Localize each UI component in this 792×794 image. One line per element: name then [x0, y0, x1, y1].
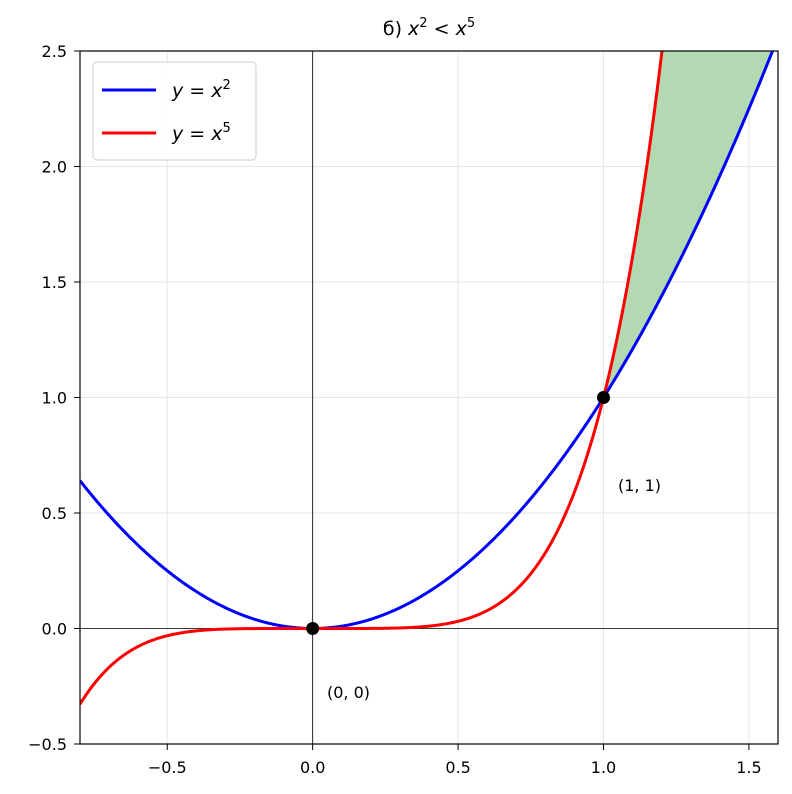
point-marker-0: [306, 622, 320, 635]
y-axis-ticks: −0.5 0.0 0.5 1.0 1.5 2.0 2.5: [28, 42, 80, 754]
y-tick-label: 2.0: [42, 158, 67, 177]
x-tick-label: −0.5: [148, 758, 187, 777]
x-tick-label: 0.0: [300, 758, 325, 777]
point-label-one-one: (1, 1): [618, 476, 661, 495]
legend: y = x2 y = x5: [92, 61, 257, 161]
series-line-x5: [80, 51, 664, 705]
legend-box: [92, 61, 257, 161]
y-tick-label: −0.5: [28, 735, 67, 754]
y-tick-label: 1.5: [42, 273, 67, 292]
x-tick-label: 1.5: [736, 758, 761, 777]
title-exp-1: 2: [419, 16, 427, 31]
x-axis-ticks: −0.5 0.0 0.5 1.0 1.5: [148, 744, 762, 777]
legend-label-x2: y = x2: [171, 78, 231, 102]
legend-label-x5: y = x5: [171, 121, 231, 145]
shaded-region: [603, 51, 773, 398]
chart-title: б) x2 < x5: [383, 16, 475, 40]
legend-label-x5-base: y = x: [171, 123, 223, 145]
y-tick-label: 2.5: [42, 42, 67, 61]
y-tick-label: 0.0: [42, 620, 67, 639]
x-tick-label: 0.5: [445, 758, 470, 777]
y-tick-label: 1.0: [42, 389, 67, 408]
title-var-2: x: [455, 18, 468, 40]
title-var-1: x: [407, 18, 420, 40]
title-exp-2: 5: [467, 16, 475, 31]
x-tick-label: 1.0: [591, 758, 616, 777]
series-layer: [80, 51, 775, 705]
title-operator: <: [428, 18, 456, 40]
legend-label-x5-exp: 5: [223, 121, 231, 136]
legend-label-x2-exp: 2: [223, 78, 231, 93]
shaded-region-layer: [603, 51, 773, 398]
title-prefix: б): [383, 18, 408, 40]
y-tick-label: 0.5: [42, 504, 67, 523]
point-marker-1: [597, 391, 610, 404]
legend-label-x2-base: y = x: [171, 80, 223, 102]
series-line-x2: [80, 51, 775, 630]
point-label-origin: (0, 0): [327, 683, 370, 702]
points-layer: [306, 391, 610, 635]
